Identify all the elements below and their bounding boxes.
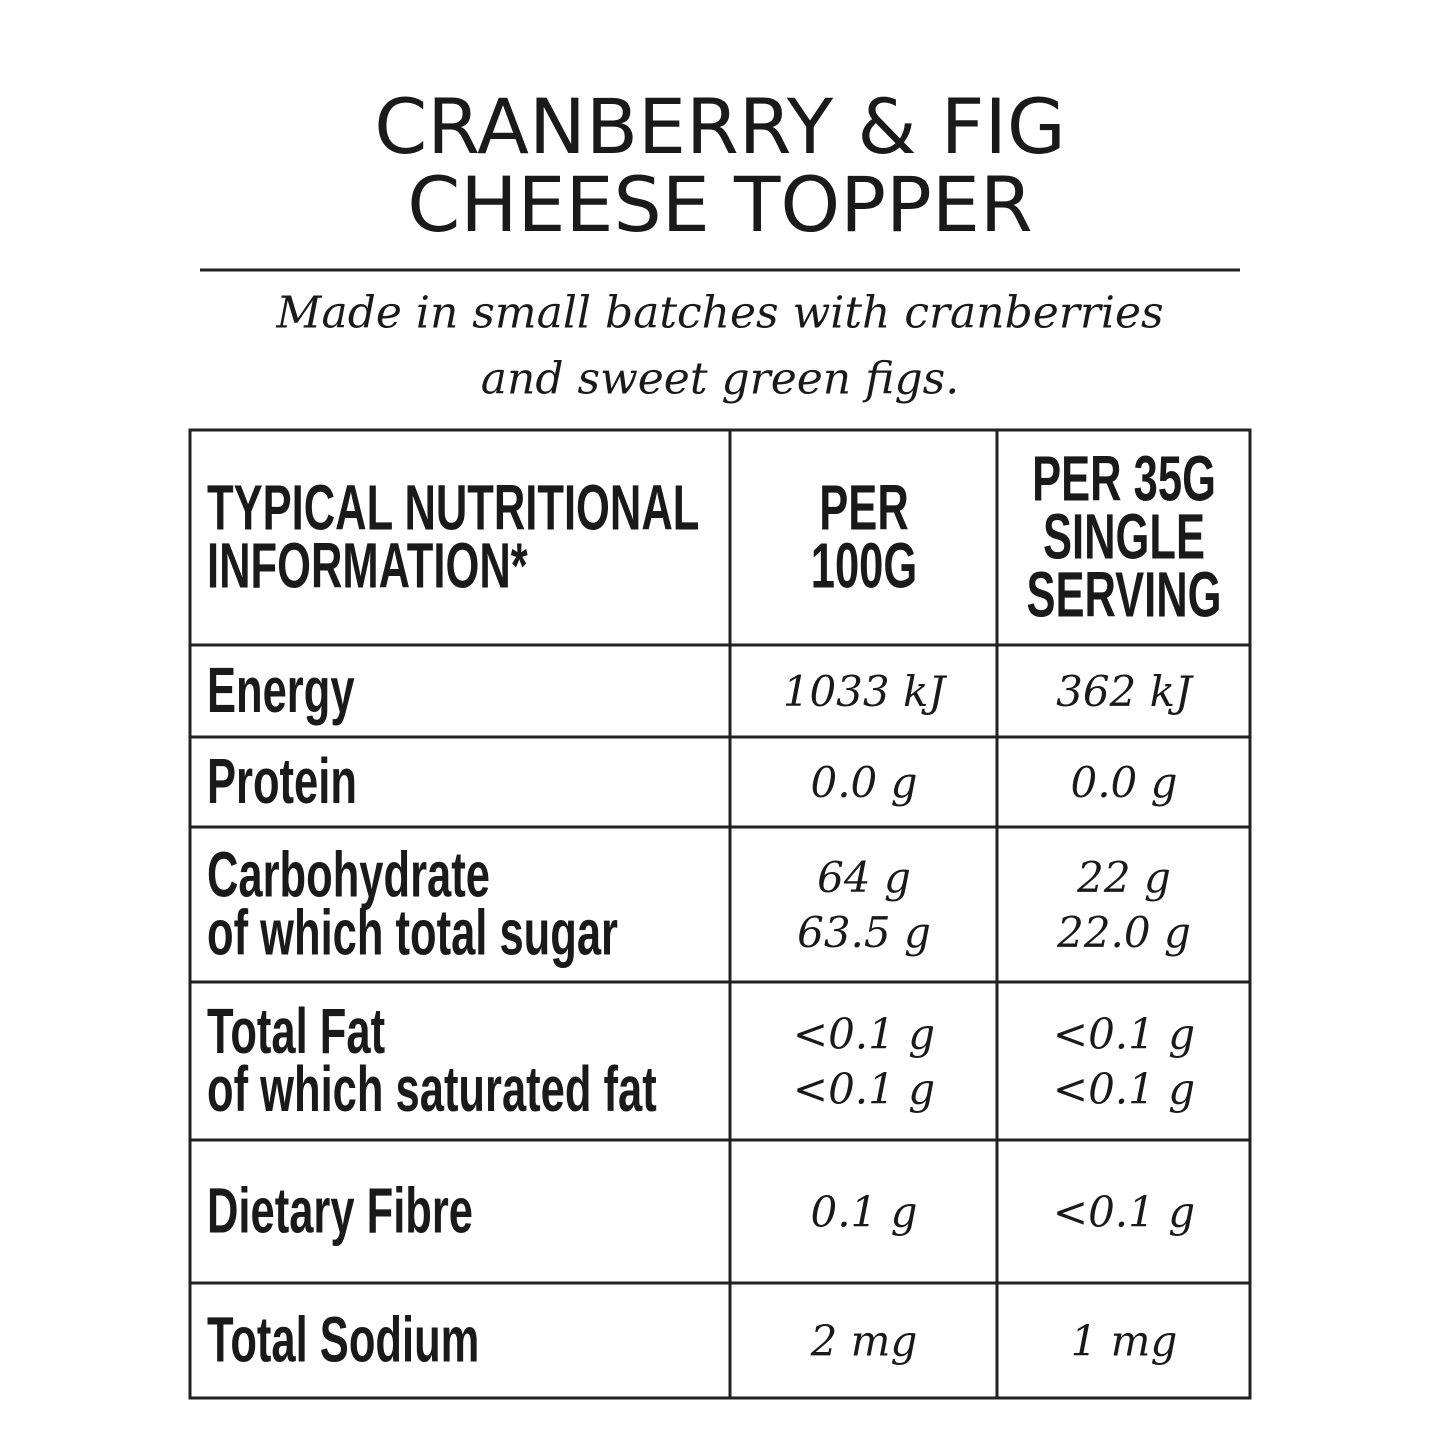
row-label: of which saturated fat <box>207 1052 657 1125</box>
row-label: Dietary Fibre <box>207 1174 473 1247</box>
cell-value: 1 mg <box>1071 1317 1178 1366</box>
cell-value: <0.1 g <box>1053 1188 1195 1237</box>
title-line: CRANBERRY & FIG <box>374 82 1066 171</box>
subtitle-line: and sweet green figs. <box>481 354 959 405</box>
cell-value: 0.0 g <box>810 758 917 807</box>
row-label: Carbohydrate <box>207 838 490 911</box>
table-grid <box>188 428 1252 1400</box>
cell-value: 63.5 g <box>797 908 931 957</box>
header-text: INFORMATION* <box>207 529 528 602</box>
cell-value: <0.1 g <box>793 1010 935 1059</box>
header-text: PER <box>819 471 908 544</box>
row-label: of which total sugar <box>207 896 618 969</box>
row-label: Energy <box>207 653 355 726</box>
cell-value: 2 mg <box>810 1317 918 1366</box>
header-text: 100G <box>811 529 917 602</box>
title-line: CHEESE TOPPER <box>407 160 1032 249</box>
header-text: TYPICAL NUTRITIONAL <box>207 471 699 544</box>
cell-value: 22.0 g <box>1056 908 1191 957</box>
cell-value: <0.1 g <box>1053 1065 1195 1114</box>
header-text: PER 35G <box>1032 442 1216 515</box>
row-label: Protein <box>207 744 357 817</box>
cell-value: 0.0 g <box>1070 758 1177 807</box>
cell-value: <0.1 g <box>1053 1010 1195 1059</box>
cell-value: 0.1 g <box>810 1188 917 1237</box>
header-text: SERVING <box>1026 558 1221 631</box>
row-label: Total Fat <box>207 994 385 1067</box>
cell-value: <0.1 g <box>793 1065 935 1114</box>
cell-value: 64 g <box>817 853 911 902</box>
header-text: SINGLE <box>1043 500 1205 573</box>
subtitle-line: Made in small batches with cranberries <box>275 288 1163 339</box>
cell-value: 22 g <box>1076 853 1171 902</box>
cell-value: 362 kJ <box>1056 667 1194 716</box>
row-label: Total Sodium <box>207 1303 479 1376</box>
cell-value: 1033 kJ <box>783 667 948 716</box>
